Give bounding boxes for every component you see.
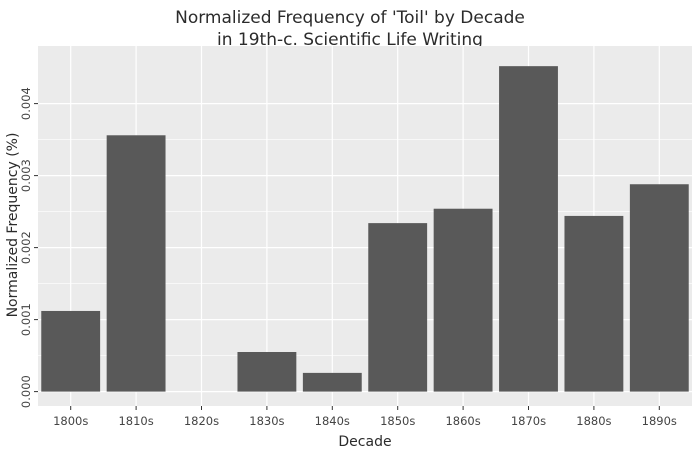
bar bbox=[302, 372, 362, 392]
x-tick-label: 1810s bbox=[118, 414, 153, 428]
x-tick-label: 1800s bbox=[53, 414, 88, 428]
x-axis-ticks: 1800s 1810s 1820s 1830s 1840s 1850s 1860s 1870s… bbox=[53, 406, 677, 428]
x-tick-label: 1860s bbox=[445, 414, 480, 428]
x-tick-label: 1870s bbox=[511, 414, 546, 428]
bar bbox=[41, 310, 101, 392]
bar bbox=[499, 66, 558, 392]
y-axis-ticks: 0.000 0.001 0.002 0.003 0.004 bbox=[19, 87, 38, 408]
x-axis-title: Decade bbox=[338, 434, 391, 450]
bar bbox=[237, 352, 297, 392]
x-tick-label: 1820s bbox=[184, 414, 219, 428]
bar bbox=[564, 215, 624, 392]
y-axis-title: Normalized Frequency (%) bbox=[5, 133, 21, 318]
bar bbox=[368, 223, 428, 392]
y-tick-label: 0.000 bbox=[19, 375, 33, 408]
chart-title: Normalized Frequency of 'Toil' by Decade bbox=[175, 8, 525, 28]
x-tick-label: 1850s bbox=[380, 414, 415, 428]
y-tick-label: 0.001 bbox=[19, 303, 33, 336]
chart-subtitle: in 19th-c. Scientific Life Writing bbox=[217, 30, 483, 50]
y-tick-label: 0.004 bbox=[19, 87, 33, 120]
y-tick-label: 0.002 bbox=[19, 231, 33, 264]
x-tick-label: 1840s bbox=[315, 414, 350, 428]
grid-lines bbox=[38, 46, 692, 406]
bar bbox=[433, 208, 493, 392]
x-tick-label: 1830s bbox=[249, 414, 284, 428]
x-tick-label: 1890s bbox=[642, 414, 677, 428]
y-tick-label: 0.003 bbox=[19, 159, 33, 192]
bars bbox=[41, 66, 689, 392]
bar bbox=[629, 184, 689, 392]
bar bbox=[106, 135, 166, 392]
x-tick-label: 1880s bbox=[576, 414, 611, 428]
